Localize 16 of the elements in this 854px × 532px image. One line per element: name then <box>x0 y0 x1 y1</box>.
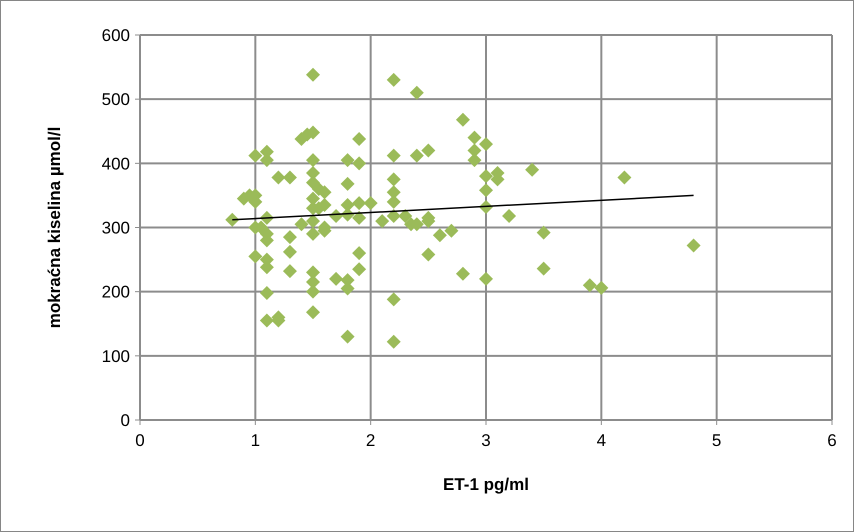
x-axis-title: ET-1 pg/ml <box>443 475 529 494</box>
y-tick-label: 200 <box>102 282 130 302</box>
x-tick-label: 3 <box>481 431 491 450</box>
x-tick-label: 0 <box>135 431 145 450</box>
y-axis-title: mokraćna kiselina µmol/l <box>45 126 64 328</box>
x-tick-label: 2 <box>366 431 376 450</box>
y-tick-label: 300 <box>102 218 130 238</box>
y-tick-label: 500 <box>102 90 130 110</box>
y-tick-label: 400 <box>102 154 130 174</box>
x-tick-label: 1 <box>250 431 260 450</box>
y-tick-label: 100 <box>102 346 130 366</box>
x-tick-label: 4 <box>596 431 606 450</box>
y-tick-label: 600 <box>102 26 130 45</box>
y-tick-label: 0 <box>120 410 130 430</box>
x-tick-label: 6 <box>827 431 837 450</box>
x-tick-label: 5 <box>712 431 722 450</box>
